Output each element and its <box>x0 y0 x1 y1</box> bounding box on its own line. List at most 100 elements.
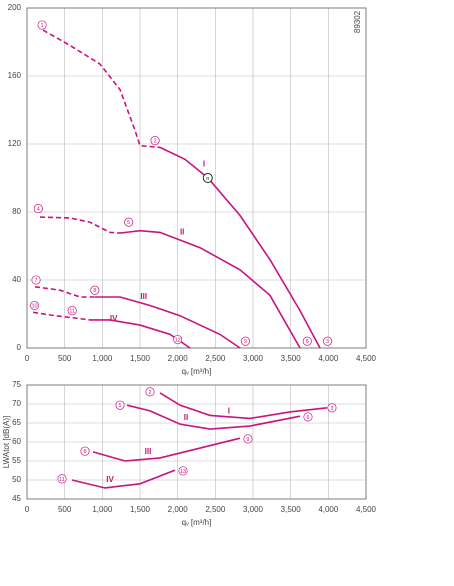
curve <box>126 404 301 430</box>
point-label: 13 <box>180 469 186 475</box>
curve <box>42 29 161 149</box>
x-tick-label: 1,000 <box>92 505 113 514</box>
point-marker <box>327 403 337 413</box>
curve-label: II <box>184 413 188 422</box>
y-tick-label: 65 <box>12 418 21 427</box>
y-tick-label: 200 <box>8 3 22 12</box>
point-label: 2 <box>148 390 151 396</box>
point-label: 5 <box>119 403 122 409</box>
point-label: 8 <box>93 288 96 294</box>
y-tick-label: 70 <box>12 399 21 408</box>
plot-frame <box>26 7 367 349</box>
x-tick-label: 2,500 <box>205 354 226 363</box>
x-tick-label: 3,500 <box>281 505 302 514</box>
x-tick-label: 4,500 <box>356 354 377 363</box>
x-tick-label: 3,500 <box>281 354 302 363</box>
x-axis-label: qᵥ [m³/h] <box>182 367 212 376</box>
y-tick-label: 60 <box>12 437 21 446</box>
y-tick-label: 160 <box>8 71 22 80</box>
point-marker <box>173 334 183 345</box>
point-marker <box>145 387 155 397</box>
x-tick-label: 4,500 <box>356 505 377 514</box>
x-tick-label: 500 <box>58 505 72 514</box>
point-label: 8 <box>83 449 86 455</box>
point-label: 11 <box>69 309 75 315</box>
point-label: 9 <box>244 339 247 345</box>
point-label: n <box>206 176 209 182</box>
curve <box>34 286 96 298</box>
point-marker <box>33 204 43 214</box>
point-marker <box>29 300 40 311</box>
curve <box>119 229 301 349</box>
curve-label: I <box>228 407 230 416</box>
point-label: 6 <box>306 415 309 421</box>
point-marker <box>150 136 160 146</box>
point-marker <box>80 446 90 456</box>
point-label: 5 <box>127 220 130 226</box>
x-tick-label: 2,000 <box>168 505 189 514</box>
y-tick-label: 75 <box>12 380 21 389</box>
curve-label: IV <box>106 475 114 484</box>
x-tick-label: 2,500 <box>205 505 226 514</box>
y-tick-label: 120 <box>8 139 22 148</box>
point-label: 7 <box>35 278 38 284</box>
x-tick-label: 500 <box>58 354 72 363</box>
curve <box>92 437 241 462</box>
point-marker <box>178 466 188 476</box>
x-tick-label: 4,000 <box>318 505 339 514</box>
point-label: 9 <box>246 437 249 443</box>
y-tick-label: 0 <box>17 343 22 352</box>
point-marker <box>57 474 67 484</box>
point-marker <box>202 173 213 183</box>
y-tick-label: 80 <box>12 207 21 216</box>
curve <box>159 392 328 420</box>
point-marker <box>37 20 47 30</box>
point-label: 11 <box>59 477 65 483</box>
point-marker <box>302 336 312 346</box>
x-tick-label: 3,000 <box>243 505 264 514</box>
curve-label: I <box>203 160 205 169</box>
curve <box>32 311 91 321</box>
point-marker <box>67 306 77 316</box>
x-tick-label: 3,000 <box>243 354 264 363</box>
point-marker <box>323 336 333 346</box>
y-tick-label: 50 <box>12 475 21 484</box>
x-tick-label: 1,500 <box>130 505 151 514</box>
curve <box>40 216 121 234</box>
point-marker <box>303 412 313 422</box>
point-marker <box>31 275 41 285</box>
x-tick-label: 1,000 <box>92 354 113 363</box>
x-tick-label: 2,000 <box>168 354 189 363</box>
x-tick-label: 0 <box>25 354 30 363</box>
curve <box>159 146 321 349</box>
curve-label: II <box>180 228 184 237</box>
point-label: 12 <box>175 337 181 343</box>
y-axis-label: LWAtot [dB(A)] <box>2 416 11 468</box>
point-label: 4 <box>37 207 40 213</box>
curve <box>71 469 176 489</box>
curve-label: III <box>145 447 152 456</box>
curve-label: IV <box>110 314 118 323</box>
curve <box>95 296 241 349</box>
point-label: 3 <box>330 406 333 412</box>
y-tick-label: 55 <box>12 456 21 465</box>
point-marker <box>243 434 253 444</box>
x-tick-label: 0 <box>25 505 30 514</box>
figure-code: 89302 <box>353 10 362 33</box>
point-marker <box>124 217 134 227</box>
point-label: 10 <box>31 303 37 309</box>
y-tick-label: 45 <box>12 494 21 503</box>
x-axis-label: qᵥ [m³/h] <box>182 518 212 527</box>
point-marker <box>90 285 100 295</box>
plot-frame <box>26 384 367 500</box>
curve-label: III <box>140 292 147 301</box>
point-marker <box>115 400 125 410</box>
point-label: 2 <box>154 139 157 145</box>
x-tick-label: 1,500 <box>130 354 151 363</box>
x-tick-label: 4,000 <box>318 354 339 363</box>
y-tick-label: 40 <box>12 275 21 284</box>
point-label: 3 <box>326 339 329 345</box>
point-label: 6 <box>306 339 309 345</box>
